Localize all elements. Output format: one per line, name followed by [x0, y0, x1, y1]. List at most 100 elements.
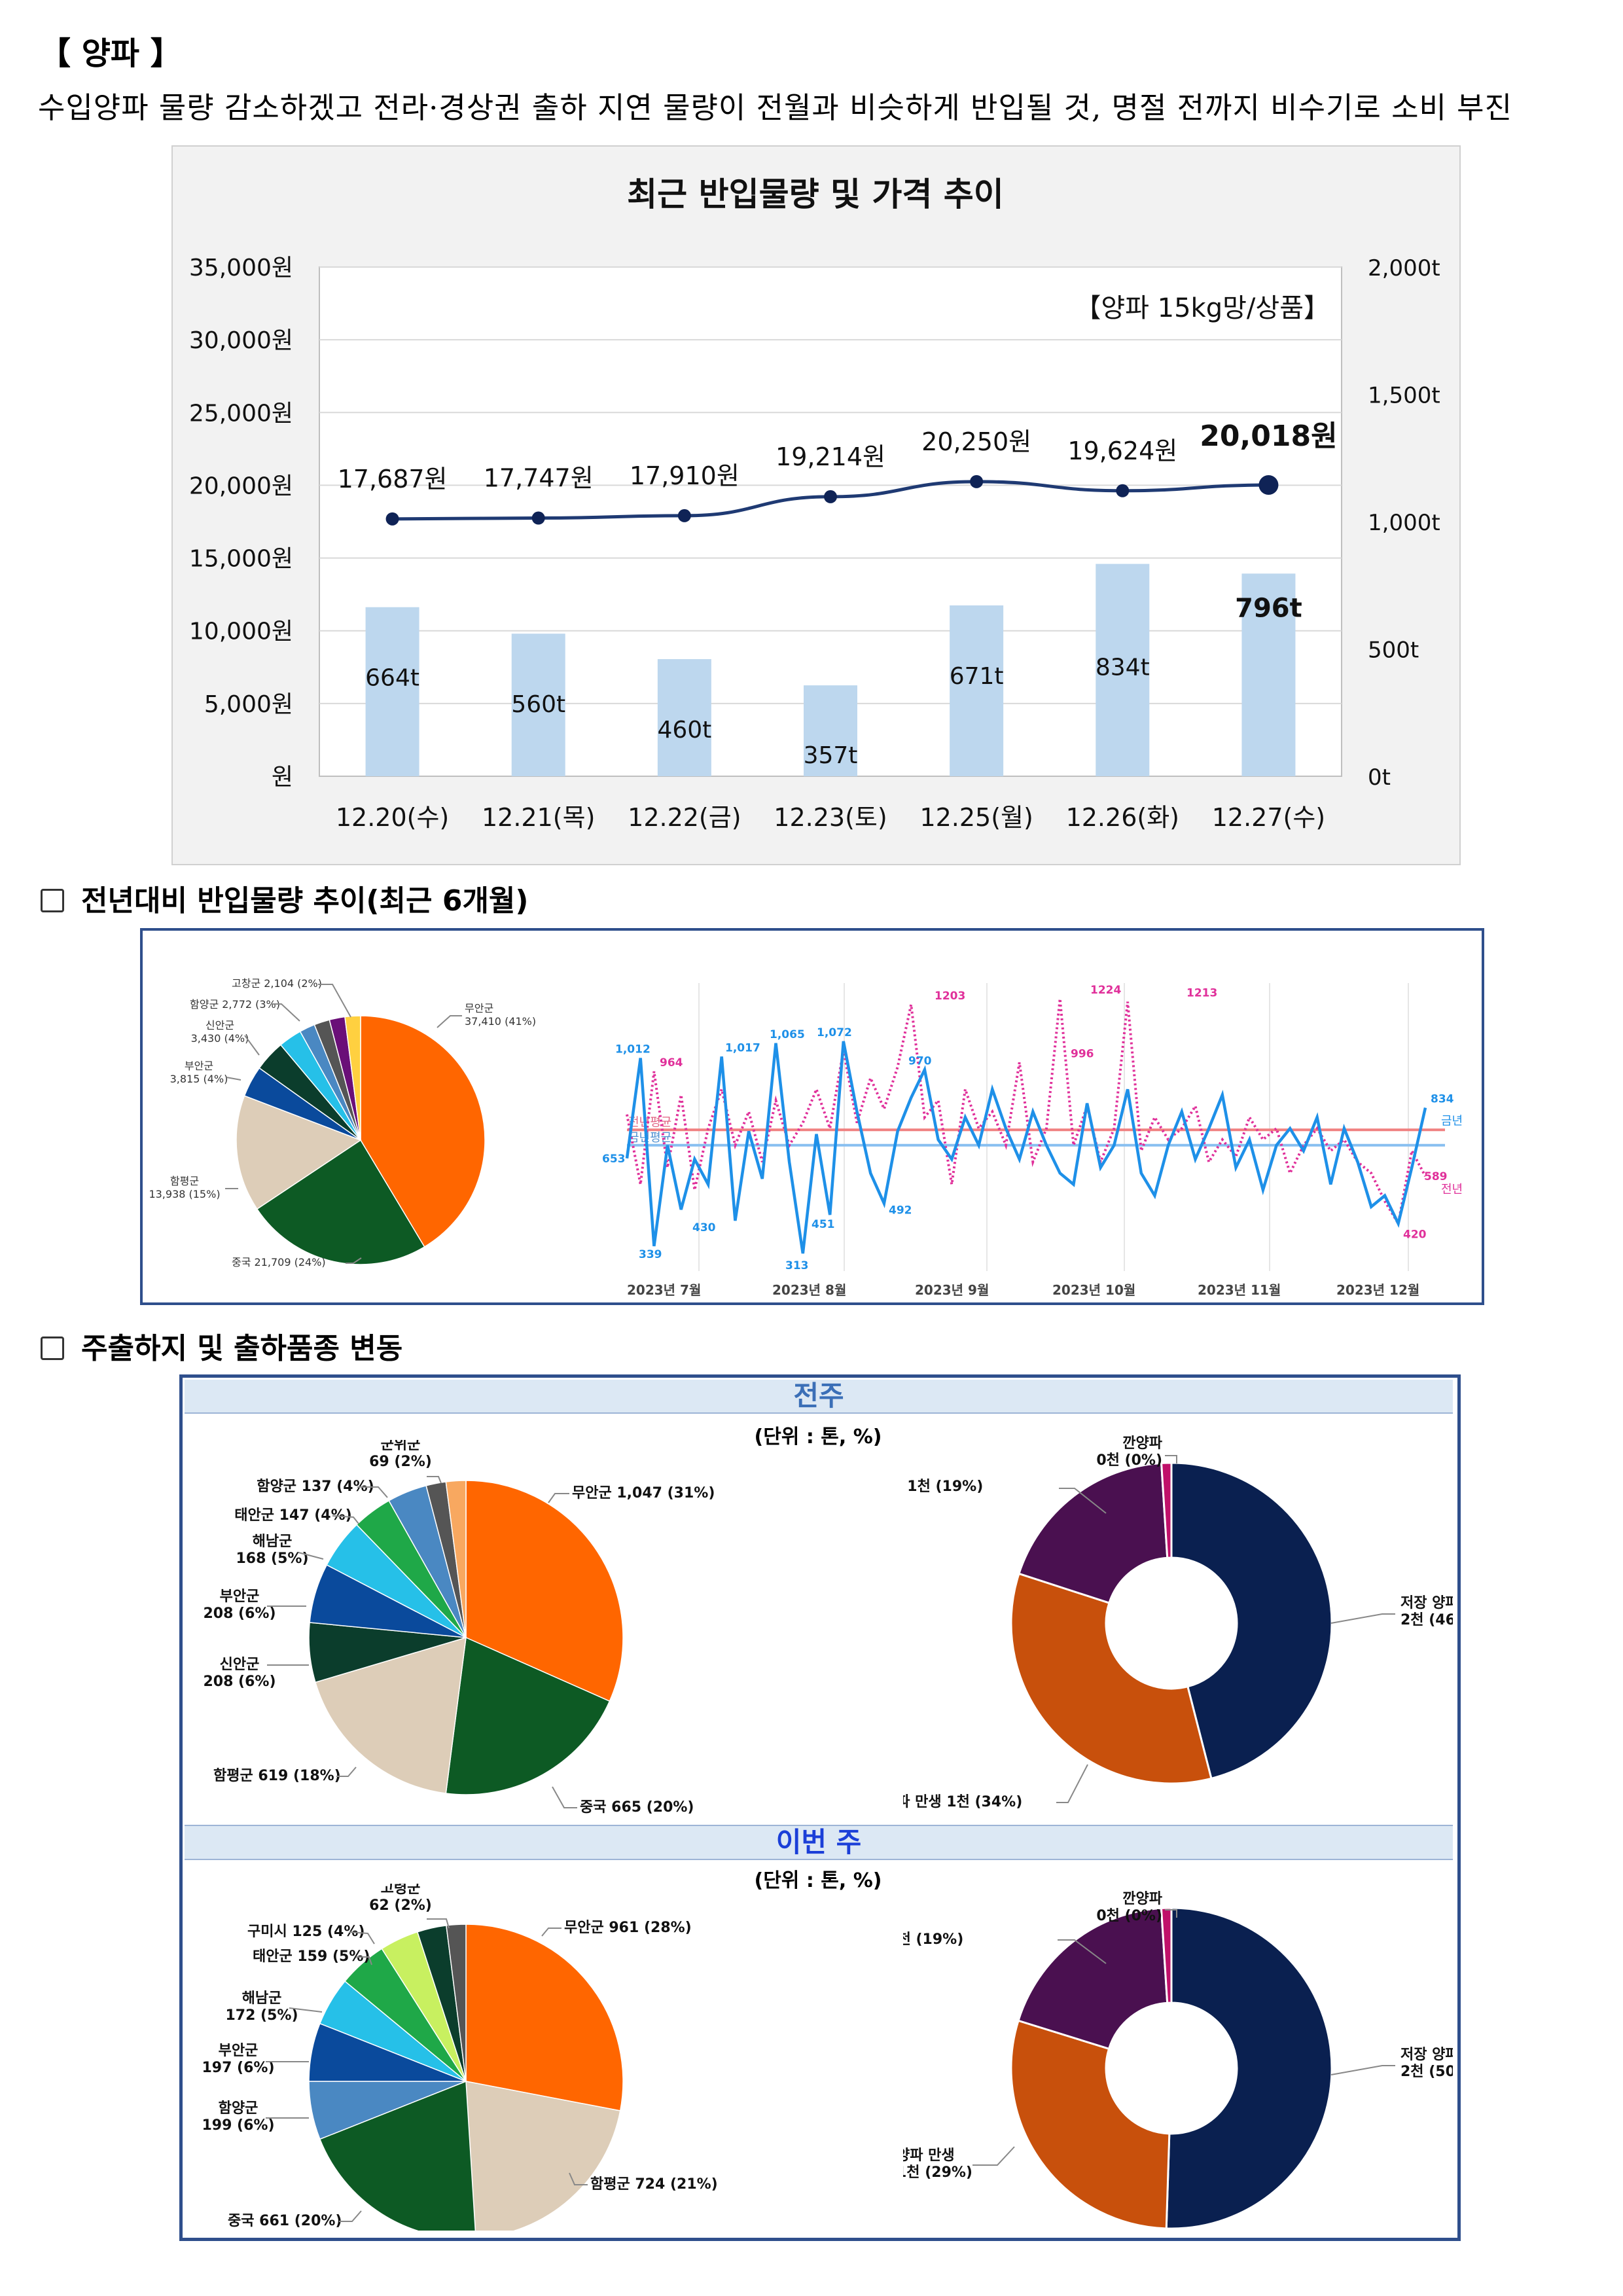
x-axis-tick-label: 12.26(화) — [1066, 803, 1179, 832]
chart-title: 최근 반입물량 및 가격 추이 — [627, 175, 1004, 213]
origin-section-heading: 주출하지 및 출하품종 변동 — [41, 1325, 402, 1367]
x-axis-tick-label: 12.23(토) — [774, 803, 887, 832]
leader-line — [552, 1786, 577, 1808]
data-label: 996 — [1071, 1047, 1094, 1060]
last-week-origin-pie: 무안군 1,047 (31%) 중국 665 (20%) 함평군 619 (18%)… — [203, 1440, 715, 1816]
left-axis-tick-label: 25,000원 — [189, 400, 293, 427]
x-axis-tick-label: 12.25(월) — [919, 803, 1033, 832]
price-point — [531, 511, 545, 525]
slice-label: 저장 양파 — [1400, 1595, 1453, 1611]
this-year-series-line — [625, 1041, 1427, 1254]
right-axis-tick-label: 1,000t — [1368, 510, 1440, 536]
slice-value: 3,430 (4%) — [191, 1032, 249, 1045]
price-label: 17,747원 — [484, 464, 594, 493]
price-label: 19,214원 — [776, 442, 885, 471]
slice-label: 1천 (29%) — [903, 2164, 972, 2181]
data-label: 1224 — [1090, 984, 1121, 997]
x-axis-tick-label: 2023년 9월 — [915, 1282, 989, 1298]
slice-value: 3,815 (4%) — [170, 1073, 228, 1085]
this-week-origin-pie: 무안군 961 (28%) 함평군 724 (21%) 중국 661 (20%) 함양… — [202, 1884, 718, 2231]
slice-label: 양파 수입 1천 (19%) — [903, 1479, 983, 1495]
this-week-header: 이번 주 — [185, 1825, 1453, 1860]
slice-label: 태안군 147 (4%) — [234, 1507, 351, 1524]
data-label: 1213 — [1186, 987, 1217, 1000]
volume-bar — [950, 605, 1004, 776]
data-label: 430 — [692, 1221, 716, 1234]
slice-label: 199 (6%) — [202, 2117, 274, 2134]
leader-line — [298, 1552, 324, 1560]
slice-label: 함양군 — [219, 2100, 259, 2117]
leader-line — [336, 1767, 357, 1777]
slice-label: 208 (6%) — [203, 1674, 276, 1690]
price-point — [385, 512, 399, 526]
leader-line — [1059, 1488, 1107, 1514]
pie-slice — [1170, 1462, 1333, 1780]
this-week-unit: (단위 : 톤, %) — [754, 1869, 882, 1892]
volume-bar — [1096, 564, 1150, 776]
slice-label: 양파 만생 1천 (34%) — [903, 1794, 1022, 1810]
data-label: 589 — [1424, 1170, 1448, 1183]
pie-slice — [1010, 1572, 1213, 1785]
data-label: 964 — [660, 1056, 683, 1069]
leader-line — [346, 1257, 362, 1264]
data-label: 1,017 — [725, 1041, 760, 1054]
x-axis-tick-label: 2023년 12월 — [1336, 1282, 1419, 1298]
leader-line — [1330, 2065, 1395, 2075]
volume-label: 671t — [950, 663, 1004, 690]
yoy-volume-line-chart: 2023년 7월 2023년 8월 2023년 9월 2023년 10월 2023년 1… — [602, 983, 1463, 1298]
leader-line — [356, 1956, 372, 1965]
summary-text: 수입양파 물량 감소하겠고 전라·경상권 출하 지연 물량이 전월과 비슷하게 … — [38, 90, 1512, 125]
checkbox-icon — [41, 1336, 64, 1360]
data-label: 420 — [1403, 1228, 1427, 1241]
x-axis-tick-label: 12.22(금) — [628, 803, 741, 832]
yoy-section-heading: 전년대비 반입물량 추이(최근 6개월) — [41, 877, 529, 919]
leader-line — [226, 1077, 241, 1081]
origin-share-pie: 무안군 37,410 (41%) 중국 21,709 (24%) 함평군13,938… — [149, 977, 536, 1268]
this-year-average-label: 금년평균 — [628, 1131, 671, 1145]
data-label: 834 — [1431, 1093, 1454, 1106]
leader-line — [1330, 1613, 1395, 1624]
checkbox-icon — [41, 889, 64, 912]
slice-label: 깐양파 — [1122, 1891, 1162, 1907]
leader-line — [541, 1928, 562, 1937]
pie-slice — [1160, 1907, 1173, 2004]
yoy-section-title: 전년대비 반입물량 추이(최근 6개월) — [81, 884, 529, 918]
slice-label: 해남군 — [242, 1990, 282, 2007]
left-axis-tick-label: 35,000원 — [189, 255, 293, 281]
leader-line — [289, 2007, 323, 2013]
last-week-label: 전주 — [793, 1380, 844, 1412]
data-label: 1203 — [935, 990, 965, 1003]
leader-line — [1056, 1764, 1088, 1803]
slice-label: 함평군 724 (21%) — [590, 2176, 718, 2193]
this-week-label: 이번 주 — [776, 1826, 862, 1858]
slice-label: 2천 (46%) — [1400, 1612, 1453, 1628]
volume-bar — [511, 634, 565, 776]
slice-label: 2천 (50%) — [1400, 2064, 1453, 2080]
price-label: 20,018원 — [1200, 420, 1337, 453]
leader-line — [318, 984, 351, 1018]
slice-label: 62 (2%) — [369, 1897, 432, 1914]
slice-label: 부안군 — [185, 1060, 213, 1072]
last-week-unit: (단위 : 톤, %) — [754, 1426, 882, 1448]
left-axis-tick-label: 10,000원 — [189, 619, 293, 645]
left-axis-tick-label: 원 — [272, 764, 293, 791]
pie-slice — [319, 2080, 476, 2231]
slice-label: 함평군 — [170, 1175, 199, 1187]
last-week-header: 전주 — [185, 1380, 1453, 1414]
series-legend-last-year: 전년 — [1441, 1183, 1463, 1196]
price-label: 17,910원 — [630, 461, 740, 490]
right-axis-tick-label: 500t — [1368, 637, 1419, 664]
origin-section-title: 주출하지 및 출하품종 변동 — [81, 1332, 403, 1365]
x-axis-tick-label: 12.21(목) — [482, 803, 595, 832]
slice-label: 0천 (0%) — [1096, 1452, 1162, 1469]
volume-label: 796t — [1235, 593, 1302, 623]
slice-label: 태안군 159 (5%) — [253, 1948, 370, 1965]
pie-slice — [360, 1015, 486, 1248]
price-label: 19,624원 — [1067, 437, 1177, 465]
left-axis-tick-label: 30,000원 — [189, 327, 293, 354]
leader-line — [1058, 1939, 1107, 1964]
pie-slice — [445, 1480, 467, 1638]
leader-line — [244, 1035, 260, 1056]
pie-slice — [314, 1636, 467, 1794]
